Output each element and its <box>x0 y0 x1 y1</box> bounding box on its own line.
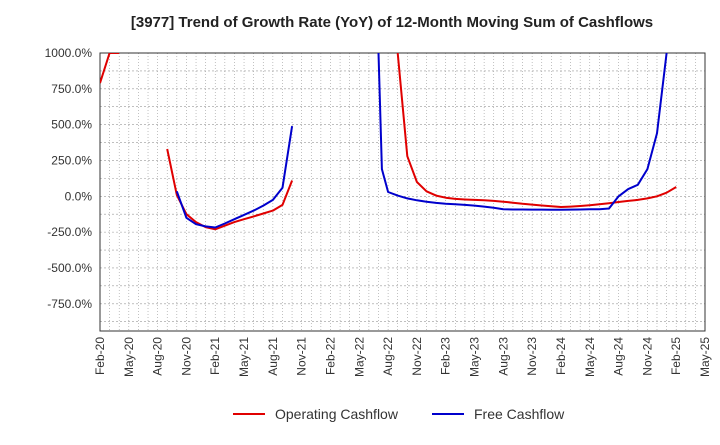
x-tick-label: Aug-20 <box>151 337 165 376</box>
x-tick-label: Feb-25 <box>669 337 683 375</box>
x-tick-label: May-20 <box>122 337 136 377</box>
x-tick-label: Feb-23 <box>439 337 453 375</box>
x-tick-label: May-24 <box>583 337 597 377</box>
x-axis: Feb-20 May-20 Aug-20 Nov-20 Feb-21 May-21 Aug-… <box>93 337 712 377</box>
y-tick-label: -750.0% <box>47 297 92 311</box>
y-tick-label: 0.0% <box>65 189 93 203</box>
x-tick-label: Feb-24 <box>554 337 568 375</box>
x-tick-label: Feb-22 <box>323 337 337 375</box>
x-tick-label: May-23 <box>468 337 482 377</box>
x-tick-label: Aug-23 <box>496 337 510 376</box>
x-tick-label: Aug-21 <box>266 337 280 376</box>
y-tick-label: 750.0% <box>51 82 92 96</box>
x-tick-label: Nov-20 <box>179 337 193 376</box>
x-tick-label: May-21 <box>237 337 251 377</box>
x-tick-label: Aug-24 <box>612 337 626 376</box>
x-tick-label: Nov-21 <box>295 337 309 376</box>
legend-label: Free Cashflow <box>474 406 565 422</box>
series-group <box>100 53 677 231</box>
x-tick-label: Nov-22 <box>410 337 424 376</box>
series-line-operating-cashflow <box>396 53 677 208</box>
x-tick-label: Nov-23 <box>525 337 539 376</box>
y-tick-label: 500.0% <box>51 118 92 132</box>
legend: Operating Cashflow Free Cashflow <box>233 406 565 422</box>
x-tick-label: Nov-24 <box>640 337 654 376</box>
x-tick-label: Feb-20 <box>93 337 107 375</box>
series-line-operating-cashflow <box>166 148 294 231</box>
series-line-operating-cashflow <box>100 53 120 84</box>
x-tick-label: May-22 <box>352 337 366 377</box>
x-tick-label: May-25 <box>698 337 712 377</box>
series-line-free-cashflow <box>175 125 294 229</box>
x-tick-label: Aug-22 <box>381 337 395 376</box>
y-tick-label: -500.0% <box>47 261 92 275</box>
chart-title: [3977] Trend of Growth Rate (YoY) of 12-… <box>131 14 653 31</box>
legend-label: Operating Cashflow <box>275 406 399 422</box>
series-line-free-cashflow <box>377 53 668 211</box>
y-axis: 1000.0% 750.0% 500.0% 250.0% 0.0% -250.0% -500… <box>45 46 93 311</box>
plot-area <box>99 52 706 332</box>
y-tick-label: 1000.0% <box>45 46 93 60</box>
y-tick-label: -250.0% <box>47 225 92 239</box>
y-tick-label: 250.0% <box>51 153 92 167</box>
x-tick-label: Feb-21 <box>208 337 222 375</box>
